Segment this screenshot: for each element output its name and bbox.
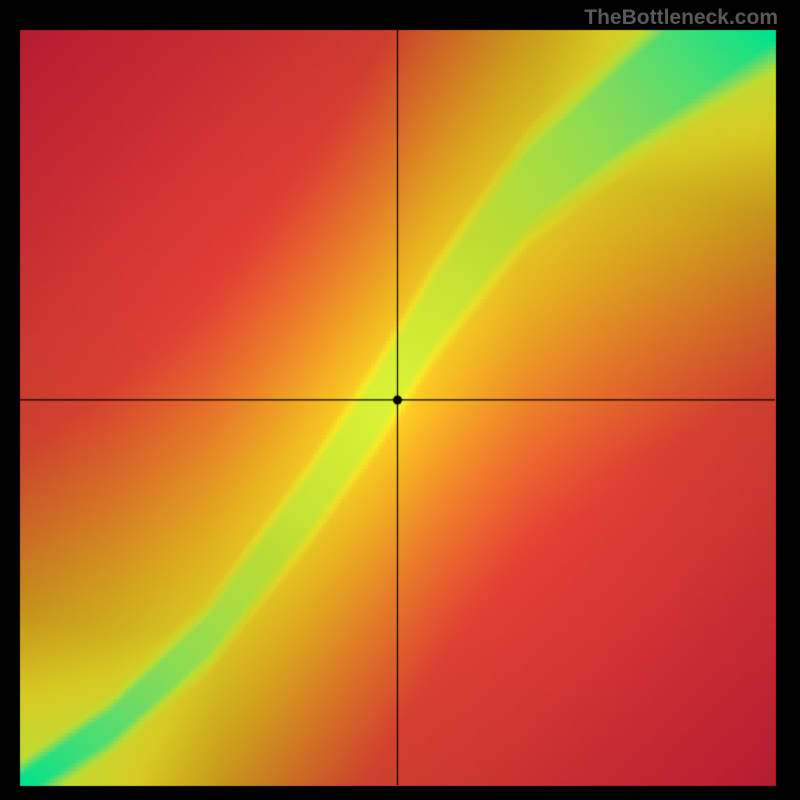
bottleneck-heatmap [0, 0, 800, 800]
figure-container: TheBottleneck.com [0, 0, 800, 800]
